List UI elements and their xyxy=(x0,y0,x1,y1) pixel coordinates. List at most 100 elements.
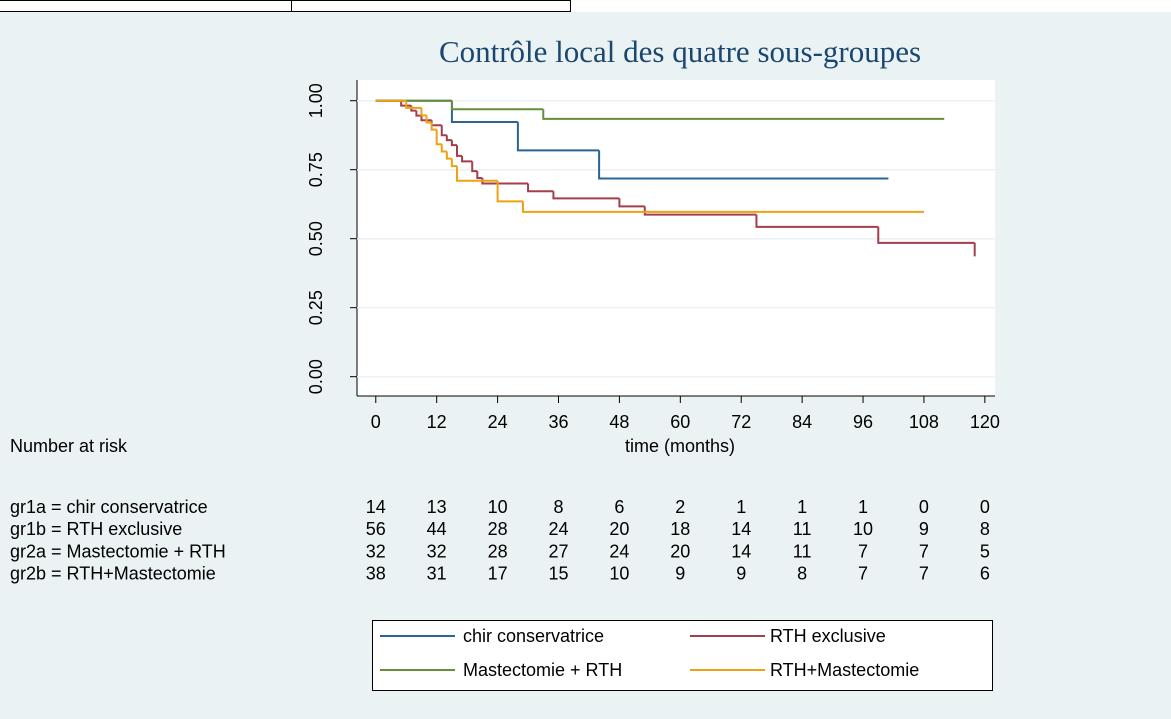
risk-count: 8 xyxy=(553,497,563,517)
survival-step xyxy=(430,122,437,131)
survival-step xyxy=(643,206,757,216)
legend xyxy=(372,620,993,691)
y-tick-label: 0.25 xyxy=(306,290,326,325)
x-tick-label: 24 xyxy=(488,412,508,432)
risk-count: 9 xyxy=(736,564,746,584)
survival-step xyxy=(618,198,645,208)
x-tick-label: 72 xyxy=(731,412,751,432)
risk-count: 28 xyxy=(488,541,508,561)
risk-count: 8 xyxy=(797,564,807,584)
risk-table-title: Number at risk xyxy=(10,436,128,456)
risk-count: 24 xyxy=(609,541,629,561)
risk-count: 1 xyxy=(736,497,746,517)
risk-count: 18 xyxy=(670,519,690,539)
risk-count: 24 xyxy=(548,519,568,539)
risk-count: 14 xyxy=(731,541,751,561)
legend-label: RTH+Mastectomie xyxy=(770,660,919,680)
survival-step xyxy=(450,140,457,147)
survival-step xyxy=(476,171,483,179)
top-strip xyxy=(0,0,571,12)
risk-count: 9 xyxy=(919,519,929,539)
survival-step xyxy=(455,166,498,182)
risk-count: 1 xyxy=(797,497,807,517)
risk-count: 14 xyxy=(731,519,751,539)
risk-count: 2 xyxy=(675,497,685,517)
risk-count: 32 xyxy=(366,541,386,561)
survival-step xyxy=(445,135,452,142)
risk-count: 9 xyxy=(675,564,685,584)
survival-step xyxy=(440,144,447,153)
risk-count: 10 xyxy=(609,564,629,584)
survival-step xyxy=(542,109,945,120)
legend-label: chir conservatrice xyxy=(463,626,604,646)
risk-row-label: gr1a = chir conservatrice xyxy=(10,497,208,517)
survival-step xyxy=(598,150,889,180)
chart-title: Contrôle local des quatre sous-groupes xyxy=(439,34,921,69)
risk-row-label: gr2a = Mastectomie + RTH xyxy=(10,541,226,561)
survival-step xyxy=(440,125,447,137)
risk-count: 14 xyxy=(366,497,386,517)
risk-count: 20 xyxy=(609,519,629,539)
risk-count: 28 xyxy=(488,519,508,539)
survival-step xyxy=(415,110,422,117)
risk-count: 27 xyxy=(548,541,568,561)
risk-count: 11 xyxy=(793,541,812,561)
survival-step xyxy=(450,158,457,168)
risk-row-label: gr1b = RTH exclusive xyxy=(10,519,182,539)
survival-step xyxy=(450,100,544,111)
survival-step xyxy=(527,183,554,193)
risk-count: 5 xyxy=(980,541,990,561)
survival-step xyxy=(516,121,600,152)
survival-step xyxy=(445,151,452,160)
x-tick-label: 0 xyxy=(371,412,381,432)
risk-count: 6 xyxy=(614,497,624,517)
survival-step xyxy=(435,129,442,146)
risk-row-label: gr2b = RTH+Mastectomie xyxy=(10,564,216,584)
risk-count: 7 xyxy=(858,541,868,561)
risk-count: 7 xyxy=(858,564,868,584)
risk-count: 38 xyxy=(366,564,386,584)
survival-step xyxy=(425,115,432,124)
survival-step xyxy=(400,100,412,107)
survival-step xyxy=(521,201,924,213)
y-tick-label: 1.00 xyxy=(306,83,326,118)
risk-count: 10 xyxy=(488,497,508,517)
survival-step xyxy=(420,107,427,117)
x-tick-label: 12 xyxy=(427,412,447,432)
survival-step xyxy=(420,115,432,122)
risk-count: 0 xyxy=(919,497,929,517)
risk-count: 32 xyxy=(427,541,447,561)
risk-count: 1 xyxy=(858,497,868,517)
risk-count: 44 xyxy=(427,519,447,539)
risk-count: 17 xyxy=(488,564,508,584)
risk-count: 13 xyxy=(427,497,447,517)
risk-count: 7 xyxy=(919,541,929,561)
x-tick-label: 120 xyxy=(970,412,1000,432)
legend-label: Mastectomie + RTH xyxy=(463,660,622,680)
risk-count: 20 xyxy=(670,541,690,561)
survival-step xyxy=(496,180,523,203)
risk-count: 10 xyxy=(853,519,873,539)
x-tick-label: 60 xyxy=(670,412,690,432)
survival-step xyxy=(877,226,975,244)
legend-label: RTH exclusive xyxy=(770,626,886,646)
risk-count: 31 xyxy=(427,564,447,584)
risk-count: 8 xyxy=(980,519,990,539)
risk-count: 0 xyxy=(980,497,990,517)
risk-count: 11 xyxy=(793,519,812,539)
y-tick-label: 0.50 xyxy=(306,221,326,256)
survival-step xyxy=(461,155,473,163)
x-tick-label: 84 xyxy=(792,412,812,432)
x-tick-label: 48 xyxy=(609,412,629,432)
x-tick-label: 108 xyxy=(909,412,939,432)
x-tick-label: 36 xyxy=(548,412,568,432)
survival-step xyxy=(552,191,620,200)
risk-count: 6 xyxy=(980,564,990,584)
survival-step xyxy=(455,145,463,157)
y-tick-label: 0.00 xyxy=(306,359,326,394)
survival-step xyxy=(471,161,478,173)
risk-count: 56 xyxy=(366,519,386,539)
survival-step xyxy=(755,214,879,228)
